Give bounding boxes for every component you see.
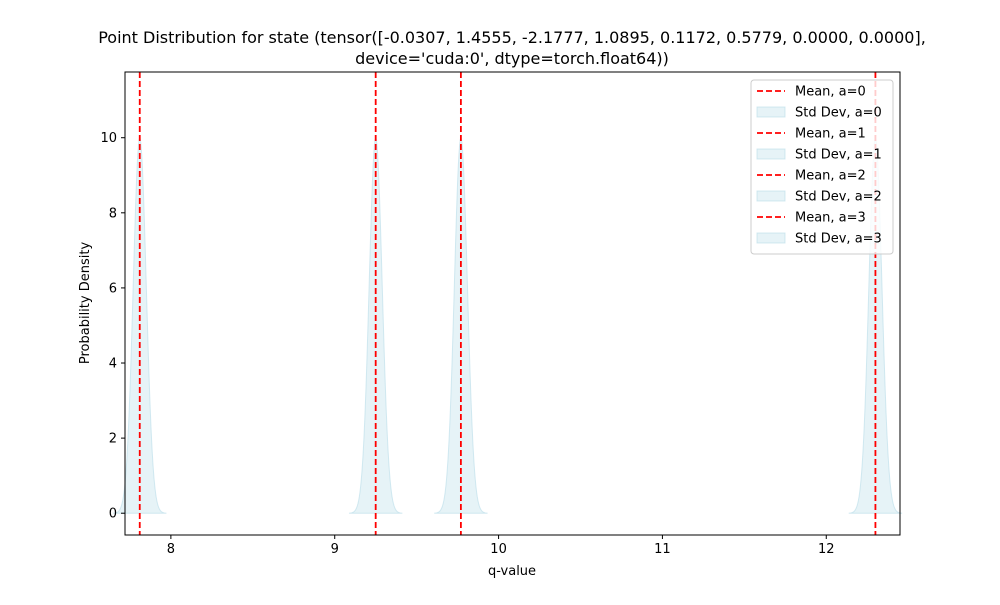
y-tick-label: 2 — [109, 432, 117, 447]
y-tick-label: 0 — [109, 507, 117, 522]
x-tick-label: 8 — [167, 542, 175, 557]
x-tick-label: 9 — [331, 542, 339, 557]
y-tick-label: 8 — [109, 206, 117, 221]
legend-swatch-std-a1 — [757, 149, 785, 159]
y-tick-label: 10 — [100, 131, 117, 146]
legend-swatch-std-a0 — [757, 107, 785, 117]
legend: Mean, a=0 Std Dev, a=0 Mean, a=1 Std Dev, a… — [751, 80, 893, 254]
x-axis-label: q-value — [488, 564, 536, 579]
x-axis-ticks: 8 9 10 11 12 — [167, 535, 835, 557]
legend-label-std-a2: Std Dev, a=2 — [795, 190, 882, 205]
x-tick-label: 12 — [818, 542, 835, 557]
legend-label-mean-a2: Mean, a=2 — [795, 169, 866, 184]
y-axis-label: Probability Density — [78, 242, 93, 365]
y-axis-ticks: 0 2 4 6 8 10 — [100, 131, 125, 522]
x-tick-label: 10 — [490, 542, 507, 557]
legend-label-mean-a3: Mean, a=3 — [795, 211, 866, 226]
y-tick-label: 4 — [109, 357, 117, 372]
legend-label-mean-a1: Mean, a=1 — [795, 127, 866, 142]
x-tick-label: 11 — [654, 542, 671, 557]
chart-title: Point Distribution for state (tensor([-0… — [98, 28, 926, 68]
legend-swatch-std-a3 — [757, 233, 785, 243]
legend-label-std-a3: Std Dev, a=3 — [795, 232, 882, 247]
y-tick-label: 6 — [109, 281, 117, 296]
legend-label-std-a1: Std Dev, a=1 — [795, 148, 882, 163]
legend-label-std-a0: Std Dev, a=0 — [795, 106, 882, 121]
legend-swatch-std-a2 — [757, 191, 785, 201]
legend-label-mean-a0: Mean, a=0 — [795, 85, 866, 100]
chart-title-line-1: Point Distribution for state (tensor([-0… — [98, 28, 926, 47]
chart-title-line-2: device='cuda:0', dtype=torch.float64)) — [355, 49, 669, 68]
